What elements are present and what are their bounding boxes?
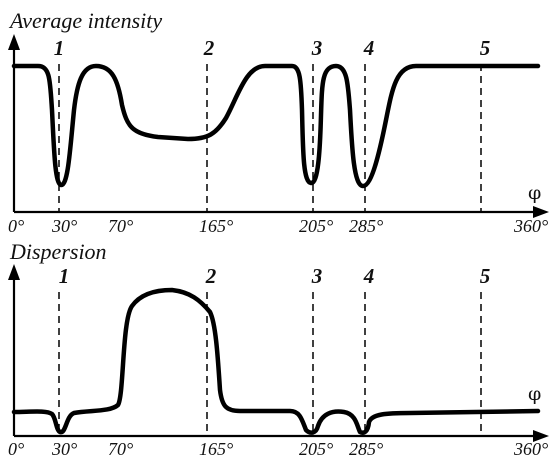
dispersion-marker-label-2: 2 <box>205 264 217 288</box>
intensity-panel: Average intensity φ 1 2 3 4 5 0° 30° 70°… <box>8 8 549 236</box>
dispersion-x-label: φ <box>528 383 541 405</box>
intensity-x-tick-165: 165° <box>199 216 233 236</box>
dispersion-marker-label-5: 5 <box>480 264 491 288</box>
intensity-x-label: φ <box>528 182 541 204</box>
intensity-marker-label-2: 2 <box>203 36 215 60</box>
dispersion-marker-label-4: 4 <box>363 264 375 288</box>
intensity-marker-label-3: 3 <box>311 36 323 60</box>
intensity-x-tick-70: 70° <box>108 216 133 236</box>
dispersion-x-tick-30: 30° <box>51 439 77 458</box>
intensity-x-tick-285: 285° <box>349 216 383 236</box>
intensity-x-tick-360: 360° <box>513 216 548 236</box>
dispersion-x-tick-165: 165° <box>199 439 233 458</box>
intensity-series-line <box>11 63 541 189</box>
intensity-marker-label-4: 4 <box>363 36 375 60</box>
intensity-x-tick-205: 205° <box>299 216 333 236</box>
intensity-marker-label-5: 5 <box>480 36 491 60</box>
dispersion-x-tick-70: 70° <box>108 439 133 458</box>
dispersion-marker-label-1: 1 <box>59 264 70 288</box>
dispersion-series-line <box>11 287 541 435</box>
dispersion-x-tick-285: 285° <box>349 439 383 458</box>
dispersion-x-axis-arrow <box>533 430 549 442</box>
intensity-x-axis-arrow <box>533 206 549 218</box>
intensity-x-tick-30: 30° <box>51 216 77 236</box>
dispersion-marker-label-3: 3 <box>311 264 323 288</box>
dispersion-panel: Dispersion φ 1 2 3 4 5 0° 30° 70° 165° 2… <box>8 239 549 458</box>
dispersion-title: Dispersion <box>9 239 107 264</box>
intensity-x-tick-0: 0° <box>8 216 24 236</box>
intensity-title: Average intensity <box>8 8 162 33</box>
intensity-y-axis-arrow <box>8 34 20 50</box>
dispersion-y-axis-arrow <box>8 264 20 280</box>
dispersion-x-tick-360: 360° <box>513 439 548 458</box>
intensity-marker-label-1: 1 <box>54 36 65 60</box>
dispersion-x-tick-205: 205° <box>299 439 333 458</box>
dispersion-x-tick-0: 0° <box>8 439 24 458</box>
